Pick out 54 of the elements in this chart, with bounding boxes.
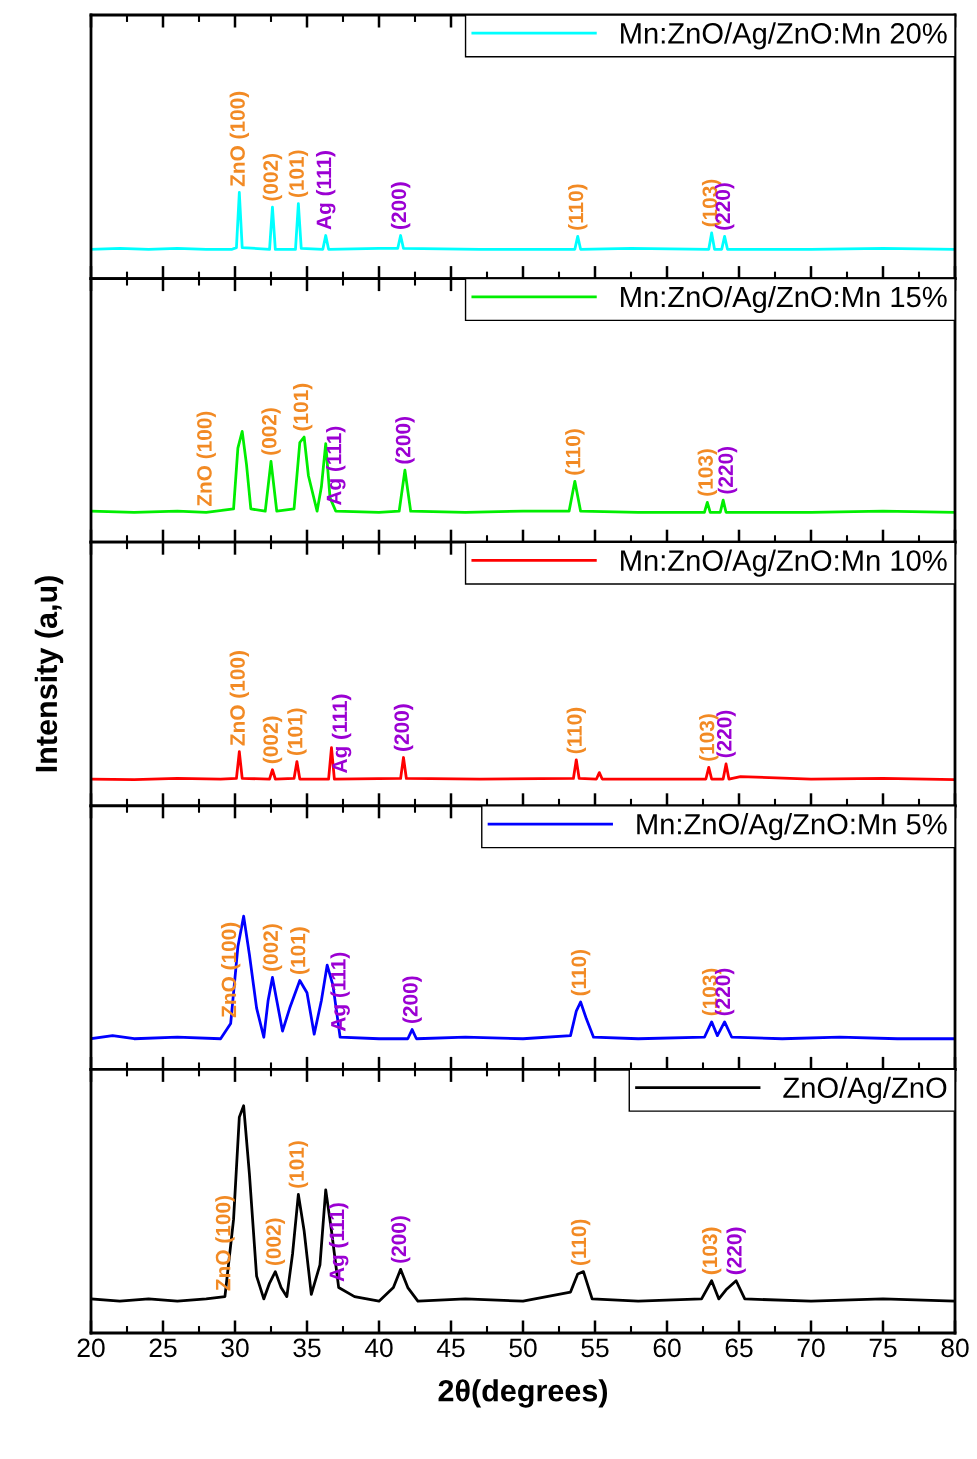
annotation: (103) (697, 449, 718, 496)
annotation: (101) (288, 150, 309, 198)
x-tick-label: 55 (581, 1338, 609, 1358)
annotation: (200) (393, 704, 414, 751)
annotation: (002) (262, 716, 283, 764)
legend-label: Mn:ZnO/Ag/ZnO:Mn 20% (621, 22, 947, 50)
x-tick-label: 20 (77, 1338, 105, 1358)
annotation: Ag (111) (330, 952, 350, 1032)
annotation: ZnO (100) (196, 411, 216, 507)
annotation: ZnO (100) (229, 91, 250, 187)
legend-label: ZnO/Ag/ZnO (783, 1076, 947, 1104)
x-tick-label: 60 (653, 1338, 681, 1358)
x-tick-label: 35 (293, 1338, 321, 1358)
x-axis-title: 2θ(degrees) (438, 1379, 608, 1408)
annotation: (200) (390, 1216, 411, 1263)
annotation: (200) (395, 417, 415, 464)
legend-label: Mn:ZnO/Ag/ZnO:Mn 15% (621, 285, 947, 314)
legend-label: Mn:ZnO/Ag/ZnO:Mn 5% (637, 813, 947, 841)
annotation: (110) (566, 707, 586, 754)
annotation: (002) (265, 1218, 286, 1266)
annotation: Ag (111) (326, 426, 346, 506)
annotation: (101) (290, 927, 310, 974)
annotation: Ag (111) (328, 1203, 349, 1282)
annotation: Ag (111) (315, 151, 336, 230)
x-tick-label: 45 (436, 1338, 465, 1358)
y-axis-title: Intensity (a,u) (34, 576, 64, 772)
annotation: (002) (262, 924, 283, 971)
annotation: (200) (390, 182, 411, 229)
annotation: (002) (262, 153, 283, 201)
annotation: (220) (717, 446, 738, 494)
annotation: (002) (261, 408, 281, 455)
annotation: ZnO (100) (215, 1196, 235, 1291)
x-tick-label: 70 (797, 1338, 825, 1358)
annotation: Ag (111) (331, 694, 352, 773)
annotation: (110) (568, 184, 588, 230)
annotation: (110) (570, 1219, 591, 1266)
legend-label: Mn:ZnO/Ag/ZnO:Mn 10% (621, 549, 947, 577)
annotation: (110) (570, 949, 591, 996)
x-tick-label: 25 (149, 1338, 177, 1358)
annotation: (110) (565, 429, 585, 475)
annotation: (200) (402, 976, 422, 1023)
x-tick-label: 50 (509, 1338, 537, 1358)
x-tick-label: 40 (364, 1338, 393, 1358)
x-tick-label: 75 (869, 1338, 897, 1358)
annotation: (103) (701, 1227, 722, 1275)
annotation: (101) (287, 708, 307, 755)
annotation: ZnO (100) (229, 651, 250, 746)
x-tick-label: 80 (941, 1338, 969, 1358)
x-tick-label: 30 (221, 1338, 249, 1358)
annotation: (101) (292, 383, 313, 431)
annotation: ZnO (100) (220, 922, 241, 1018)
annotation: (101) (288, 1141, 309, 1188)
x-tick-label: 65 (725, 1338, 753, 1358)
annotation: (220) (726, 1227, 746, 1275)
